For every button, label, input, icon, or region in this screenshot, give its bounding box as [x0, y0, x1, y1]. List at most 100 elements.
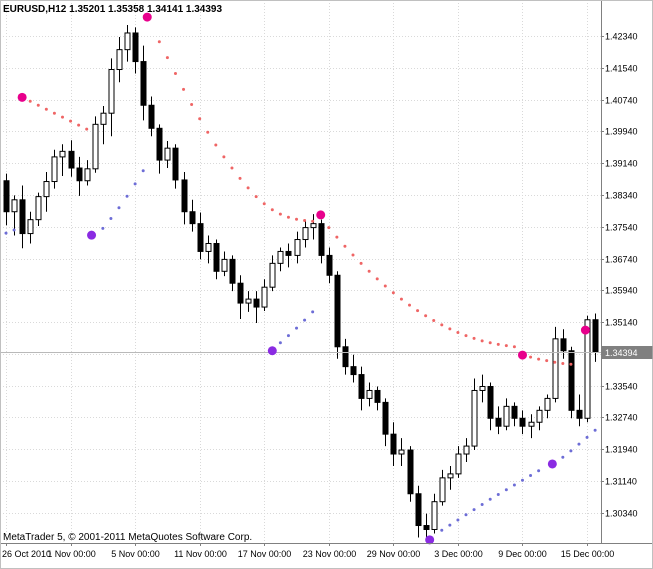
candle-bull — [51, 156, 58, 183]
candle-bull — [447, 473, 454, 479]
chart-plot-area[interactable] — [0, 0, 601, 543]
down-trail-dot — [295, 217, 299, 221]
x-axis-label: 15 Dec 00:00 — [561, 549, 615, 559]
up-trail-dot — [133, 182, 137, 186]
candle-bull — [124, 32, 131, 51]
x-axis-label: 26 Oct 2010 — [2, 549, 51, 559]
candles-series — [3, 25, 599, 540]
candle-bull — [205, 242, 212, 252]
down-trail-dot — [206, 130, 210, 134]
up-trail-dot — [512, 483, 516, 487]
candle-bull — [261, 286, 268, 308]
y-axis-label: 1.40740 — [605, 96, 638, 106]
candle-bull — [277, 250, 284, 264]
candle-bull — [552, 338, 559, 399]
down-trail-dot — [537, 357, 541, 361]
candle-bull — [84, 168, 91, 182]
down-trail-dot — [553, 360, 557, 364]
down-trail-dot — [60, 115, 64, 119]
candle-bear — [237, 282, 244, 304]
y-axis-label: 1.39140 — [605, 159, 638, 169]
sell-signal-dot — [142, 12, 152, 22]
candle-bear — [181, 179, 188, 213]
down-trail-dot — [561, 361, 565, 365]
candle-bull — [245, 298, 252, 304]
down-trail-dot — [36, 103, 40, 107]
candle-bull — [116, 49, 123, 71]
sar-up-trail — [4, 169, 597, 532]
down-trail-dot — [480, 339, 484, 343]
candle-bear — [318, 223, 325, 256]
candle-bull — [544, 397, 551, 411]
up-trail-dot — [577, 442, 581, 446]
down-trail-dot — [52, 111, 56, 115]
up-trail-dot — [496, 493, 500, 497]
down-trail-dot — [246, 186, 250, 190]
sell-signal-dot — [17, 92, 27, 102]
up-trail-dot — [488, 497, 492, 501]
down-trail-dot — [214, 143, 218, 147]
buy-signal-dot — [425, 535, 435, 545]
down-trail-dot — [28, 99, 32, 103]
current-price-badge: 1.34394 — [601, 346, 653, 359]
down-trail-dot — [351, 253, 355, 257]
down-trail-dot — [286, 215, 290, 219]
y-axis-label: 1.42340 — [605, 32, 638, 42]
up-trail-dot — [278, 341, 282, 345]
down-trail-dot — [408, 303, 411, 307]
candle-bull — [455, 453, 462, 475]
x-axis-label: 17 Nov 00:00 — [238, 549, 292, 559]
candle-bear — [390, 433, 397, 455]
candle-bear — [334, 274, 341, 348]
y-axis-label: 1.31140 — [605, 477, 637, 487]
x-axis-label: 11 Nov 00:00 — [174, 549, 227, 559]
candle-bull — [528, 421, 535, 427]
candle-bull — [269, 262, 276, 288]
down-trail-dot — [327, 226, 331, 230]
down-trail-dot — [173, 71, 177, 75]
sar-down-trail — [28, 40, 573, 366]
x-axis-label: 3 Dec 00:00 — [434, 549, 483, 559]
up-trail-dot — [101, 226, 105, 230]
down-trail-dot — [472, 336, 476, 340]
down-trail-dot — [391, 291, 395, 295]
up-trail-dot — [593, 428, 597, 432]
candle-bear — [374, 389, 381, 403]
candle-bull — [108, 69, 115, 114]
down-trail-dot — [270, 208, 274, 212]
up-trail-dot — [520, 478, 524, 482]
down-trail-dot — [367, 269, 371, 273]
down-trail-dot — [77, 123, 81, 127]
y-axis-label: 1.33540 — [605, 382, 638, 392]
down-trail-dot — [399, 297, 403, 301]
candle-bear — [172, 147, 179, 181]
up-trail-dot — [448, 523, 452, 527]
x-axis-label: 1 Nov 00:00 — [47, 549, 96, 559]
candle-bear — [148, 104, 155, 129]
up-trail-dot — [125, 194, 129, 198]
up-trail-dot — [529, 473, 533, 477]
down-trail-dot — [496, 342, 500, 346]
up-trail-dot — [12, 228, 16, 232]
candle-bear — [229, 258, 236, 284]
candle-bear — [415, 493, 422, 527]
down-trail-dot — [440, 323, 444, 327]
up-trail-dot — [480, 502, 484, 506]
x-axis-label: 9 Dec 00:00 — [498, 549, 547, 559]
candle-bear — [326, 254, 333, 276]
up-trail-dot — [537, 469, 541, 473]
candle-bull — [59, 150, 66, 158]
buy-signal-dot — [87, 230, 97, 240]
down-trail-dot — [198, 117, 202, 121]
y-axis[interactable]: 1.42340 1.41540 1.40740 1.39940 1.39140 1.383… — [601, 32, 638, 519]
up-trail-dot — [295, 326, 299, 330]
candle-bear — [342, 346, 349, 368]
candle-bull — [536, 409, 543, 423]
down-trail-dot — [424, 314, 428, 318]
candle-bull — [479, 385, 486, 391]
y-axis-label: 1.35940 — [605, 286, 638, 296]
sell-signal-dot — [316, 210, 326, 220]
down-trail-dot — [375, 277, 379, 281]
